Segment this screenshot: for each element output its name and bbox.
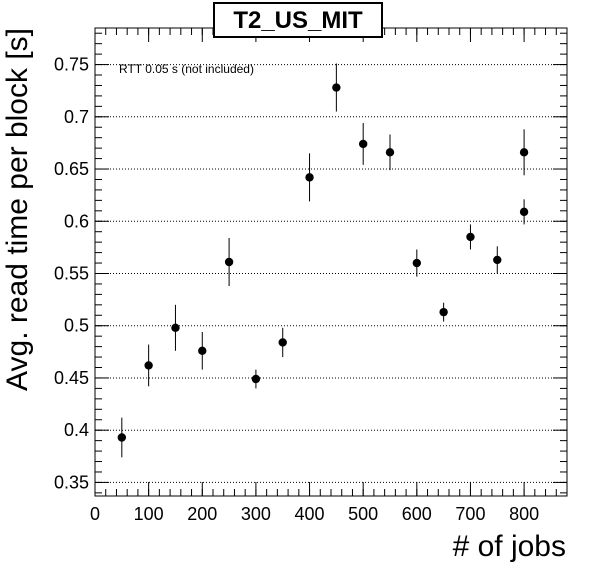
- data-point: [171, 323, 180, 333]
- data-point: [278, 338, 287, 347]
- data-point: [385, 148, 395, 157]
- y-tick-label: 0.75: [54, 55, 89, 75]
- y-tick-label: 0.65: [54, 159, 89, 179]
- x-tick-label: 400: [295, 504, 325, 524]
- y-tick-label: 0.6: [64, 211, 89, 231]
- title-box: [213, 2, 383, 38]
- data-point: [358, 139, 368, 149]
- data-point: [466, 232, 475, 242]
- grid-layer: [95, 64, 567, 483]
- data-point: [332, 83, 341, 92]
- y-tick-label: 0.7: [64, 107, 89, 127]
- x-axis-label: # of jobs: [453, 530, 566, 563]
- data-point: [519, 148, 529, 157]
- data-point: [224, 257, 234, 267]
- y-tick-label: 0.4: [64, 420, 89, 440]
- x-tick-label: 300: [241, 504, 271, 524]
- data-point: [519, 207, 529, 217]
- chart-title: T2_US_MIT: [233, 7, 363, 34]
- y-tick-label: 0.5: [64, 316, 89, 336]
- data-point: [117, 433, 127, 442]
- rtt-annotation: RTT 0.05 s (not included): [119, 62, 254, 76]
- y-tick-label: 0.45: [54, 368, 89, 388]
- data-point: [144, 361, 153, 370]
- x-tick-label: 700: [455, 504, 485, 524]
- data-point: [198, 346, 207, 355]
- y-axis-label: Avg. read time per block [s]: [1, 28, 34, 391]
- tick-labels-layer: 0.35 0.4 0.45 0.5 0.55 0.6 0.65 0.7 0.75 0 100 200 3…: [54, 55, 539, 524]
- x-tick-label: 500: [348, 504, 378, 524]
- points-layer: [117, 63, 529, 458]
- data-point: [412, 258, 422, 268]
- x-tick-label: 600: [402, 504, 432, 524]
- x-tick-label: 800: [509, 504, 539, 524]
- data-point: [439, 307, 448, 317]
- y-tick-label: 0.35: [54, 472, 89, 492]
- data-point: [305, 173, 314, 182]
- y-tick-label: 0.55: [54, 263, 89, 283]
- x-tick-label: 0: [90, 504, 100, 524]
- x-tick-label: 100: [134, 504, 164, 524]
- data-point: [493, 255, 502, 265]
- x-tick-label: 200: [187, 504, 217, 524]
- data-point: [251, 374, 261, 384]
